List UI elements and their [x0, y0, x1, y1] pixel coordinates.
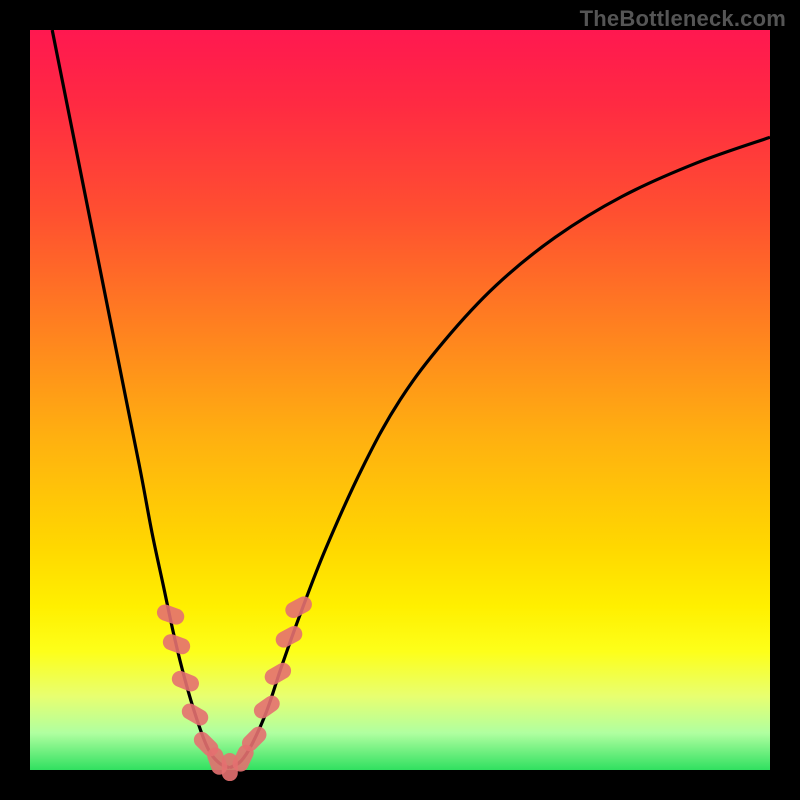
bottleneck-chart [0, 0, 800, 800]
